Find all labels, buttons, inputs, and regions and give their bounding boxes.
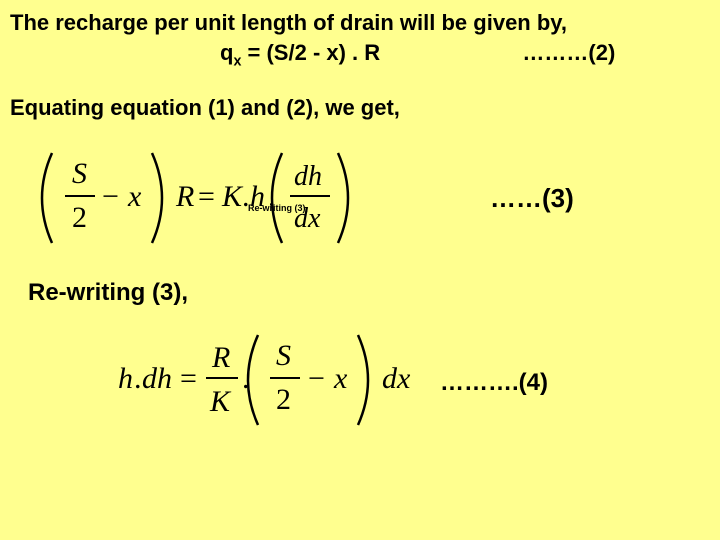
eq4-minus: − [308, 362, 325, 395]
eq4-K: K [209, 385, 232, 418]
eq3-R: R [175, 180, 194, 213]
eq3-K: K [221, 180, 244, 213]
equation-2-line: qx = (S/2 - x) . R ………(2) [10, 38, 710, 72]
eq3-dh: dh [294, 161, 322, 192]
eq4-dot1: . [134, 362, 142, 395]
qx-rhs: = (S/2 - x) . R [241, 40, 380, 65]
equation-4-row: h . dh = R K . S 2 − x dx ……….(4) [10, 325, 710, 445]
rewriting-label: Re-writing (3), [28, 279, 710, 307]
eq4-R: R [211, 341, 230, 374]
eq3-equals: = [198, 180, 215, 213]
eq3-S: S [72, 157, 87, 190]
eq3-x: x [127, 180, 142, 213]
equation-3-row: S 2 − x R = K . h . dh dx Re-writing (3)… [10, 143, 710, 253]
eq4-marker: ……….(4) [440, 369, 548, 397]
eq4-h: h [118, 362, 133, 395]
intro-line-1: The recharge per unit length of drain wi… [10, 8, 710, 38]
eq4-2: 2 [276, 383, 291, 416]
eq3-marker: ……(3) [490, 183, 574, 214]
equation-4-svg: h . dh = R K . S 2 − x dx [110, 325, 440, 435]
equation-3-svg: S 2 − x R = K . h . dh dx [10, 143, 430, 253]
slide-page: The recharge per unit length of drain wi… [0, 0, 720, 540]
equating-line: Equating equation (1) and (2), we get, [10, 93, 710, 123]
eq3-2: 2 [72, 201, 87, 234]
eq4-dh: dh [142, 362, 172, 395]
eq4-S: S [276, 339, 291, 372]
eq4-dx: dx [382, 362, 411, 395]
qx-q: q [220, 40, 233, 65]
eq3-tiny-overlay: Re-writing (3), [248, 203, 308, 213]
eq2-marker: ………(2) [522, 40, 615, 65]
eq3-minus: − [102, 180, 119, 213]
eq4-equals: = [180, 362, 197, 395]
eq4-x: x [333, 362, 348, 395]
